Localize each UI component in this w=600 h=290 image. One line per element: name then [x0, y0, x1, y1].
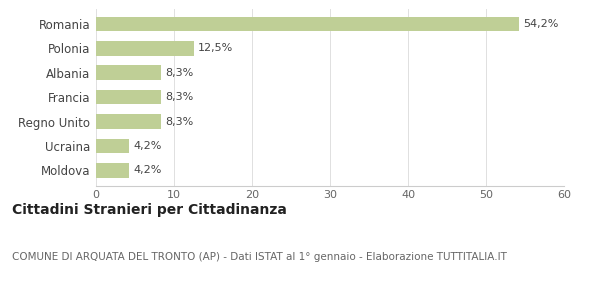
Bar	[96, 17, 519, 31]
Bar	[96, 41, 193, 56]
Text: 4,2%: 4,2%	[133, 165, 162, 175]
Text: Cittadini Stranieri per Cittadinanza: Cittadini Stranieri per Cittadinanza	[12, 203, 287, 217]
Bar	[96, 114, 161, 129]
Text: 8,3%: 8,3%	[166, 92, 194, 102]
Text: 8,3%: 8,3%	[166, 117, 194, 126]
Bar	[96, 66, 161, 80]
Text: 8,3%: 8,3%	[166, 68, 194, 78]
Bar	[96, 163, 129, 177]
Text: 54,2%: 54,2%	[523, 19, 559, 29]
Bar	[96, 139, 129, 153]
Text: 12,5%: 12,5%	[198, 44, 233, 53]
Text: COMUNE DI ARQUATA DEL TRONTO (AP) - Dati ISTAT al 1° gennaio - Elaborazione TUTT: COMUNE DI ARQUATA DEL TRONTO (AP) - Dati…	[12, 252, 507, 262]
Text: 4,2%: 4,2%	[133, 141, 162, 151]
Bar	[96, 90, 161, 104]
